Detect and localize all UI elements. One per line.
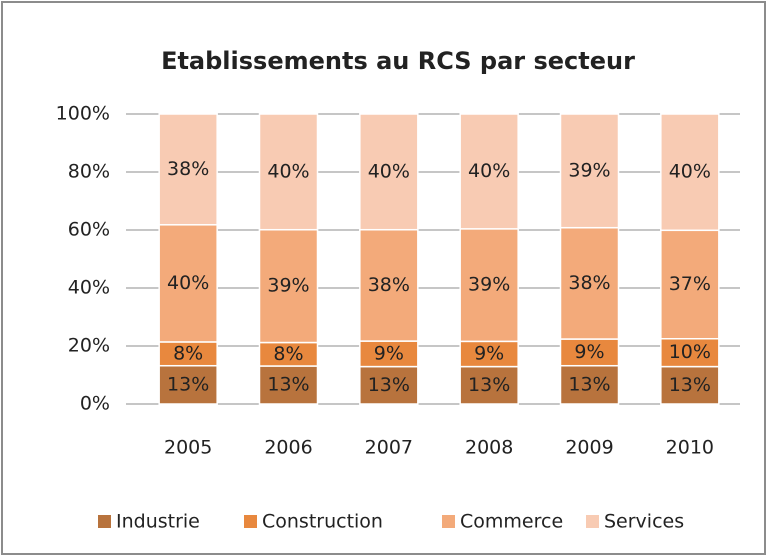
y-tick-label: 40% bbox=[68, 277, 110, 299]
x-tick-label: 2008 bbox=[465, 437, 513, 459]
bar-segment bbox=[258, 113, 319, 231]
data-label: 39% bbox=[468, 274, 510, 296]
bar-segment bbox=[559, 113, 620, 229]
bar-segment bbox=[459, 340, 519, 368]
bar-segment bbox=[359, 113, 419, 231]
data-label: 13% bbox=[568, 373, 610, 395]
bar-segment bbox=[158, 113, 218, 226]
bar-segment bbox=[258, 228, 319, 344]
legend-label: Construction bbox=[262, 511, 383, 533]
bar-segment bbox=[459, 113, 519, 230]
bar-segment bbox=[158, 364, 218, 405]
bar-segment bbox=[660, 229, 720, 340]
data-label: 37% bbox=[669, 273, 711, 295]
bar-segment bbox=[459, 365, 519, 405]
data-label: 40% bbox=[267, 160, 309, 182]
x-tick-label: 2006 bbox=[264, 437, 312, 459]
bar-segment bbox=[359, 365, 419, 405]
data-label: 40% bbox=[468, 160, 510, 182]
data-label: 38% bbox=[167, 158, 209, 180]
data-label: 39% bbox=[267, 275, 309, 297]
data-label: 38% bbox=[368, 274, 410, 296]
bar-segment bbox=[559, 364, 620, 405]
y-tick-label: 80% bbox=[68, 161, 110, 183]
data-label: 40% bbox=[368, 160, 410, 182]
chart-title: Etablissements au RCS par secteur bbox=[161, 47, 635, 75]
data-label: 38% bbox=[568, 272, 610, 294]
data-label: 13% bbox=[368, 374, 410, 396]
y-tick-label: 60% bbox=[68, 219, 110, 241]
bar-segment bbox=[359, 228, 419, 342]
x-tick-label: 2009 bbox=[565, 437, 613, 459]
data-label: 9% bbox=[474, 342, 504, 364]
bar-segment bbox=[559, 226, 620, 340]
legend-label: Commerce bbox=[460, 511, 563, 533]
legend-swatch bbox=[586, 515, 599, 528]
legend-label: Industrie bbox=[116, 511, 200, 533]
data-label: 13% bbox=[669, 374, 711, 396]
data-label: 8% bbox=[173, 342, 203, 364]
data-label: 8% bbox=[273, 343, 303, 365]
y-tick-label: 20% bbox=[68, 335, 110, 357]
x-tick-label: 2010 bbox=[666, 437, 714, 459]
data-label: 13% bbox=[468, 374, 510, 396]
legend-label: Services bbox=[604, 511, 684, 533]
legend-swatch bbox=[442, 515, 455, 528]
data-label: 40% bbox=[167, 272, 209, 294]
data-label: 9% bbox=[374, 342, 404, 364]
bar-segment bbox=[660, 113, 720, 232]
legend-swatch bbox=[98, 515, 111, 528]
x-tick-label: 2005 bbox=[164, 437, 212, 459]
y-tick-label: 0% bbox=[80, 393, 110, 415]
data-label: 39% bbox=[568, 159, 610, 181]
data-label: 13% bbox=[267, 374, 309, 396]
bar-segment bbox=[559, 338, 620, 367]
legend-swatch bbox=[244, 515, 257, 528]
x-tick-label: 2007 bbox=[365, 437, 413, 459]
data-label: 9% bbox=[574, 341, 604, 363]
data-label: 10% bbox=[669, 341, 711, 363]
bar-segment bbox=[660, 338, 720, 368]
data-label: 13% bbox=[167, 373, 209, 395]
bar-segment bbox=[459, 228, 519, 343]
data-label: 40% bbox=[669, 161, 711, 183]
y-tick-label: 100% bbox=[56, 103, 110, 125]
